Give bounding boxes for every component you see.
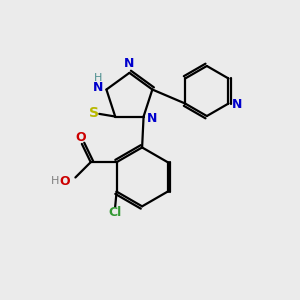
Text: N: N xyxy=(124,57,135,70)
Text: N: N xyxy=(232,98,242,112)
Text: H: H xyxy=(94,74,102,83)
Text: O: O xyxy=(75,131,86,144)
Text: N: N xyxy=(93,81,104,94)
Text: H: H xyxy=(51,176,59,186)
Text: O: O xyxy=(60,175,70,188)
Text: Cl: Cl xyxy=(109,206,122,219)
Text: S: S xyxy=(89,106,99,120)
Text: N: N xyxy=(147,112,157,124)
